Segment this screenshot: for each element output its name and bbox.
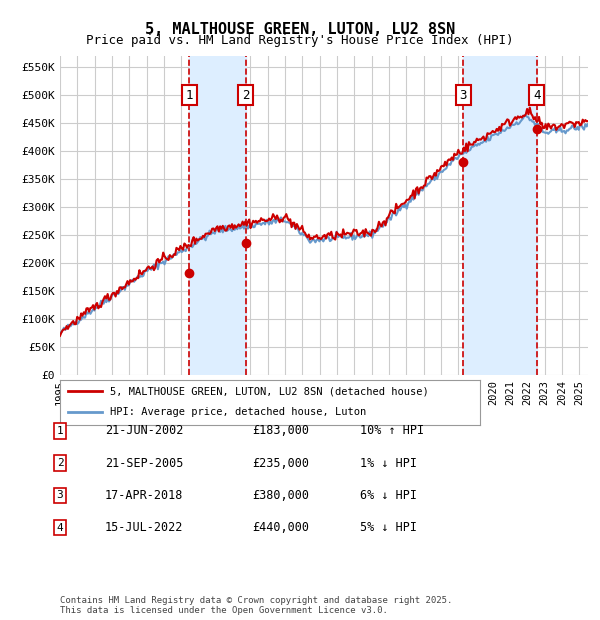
Text: 3: 3 [460,89,467,102]
Bar [190,56,245,375]
Text: 2: 2 [56,458,64,468]
Text: 2: 2 [242,89,250,102]
Text: 1: 1 [56,426,64,436]
Text: HPI: Average price, detached house, Luton: HPI: Average price, detached house, Luto… [110,407,367,417]
Text: 1% ↓ HPI: 1% ↓ HPI [360,457,417,469]
Text: 1: 1 [185,89,193,102]
Text: £380,000: £380,000 [252,489,309,502]
Text: Price paid vs. HM Land Registry's House Price Index (HPI): Price paid vs. HM Land Registry's House … [86,34,514,47]
Text: Contains HM Land Registry data © Crown copyright and database right 2025.
This d: Contains HM Land Registry data © Crown c… [60,596,452,615]
Text: 4: 4 [56,523,64,533]
Text: 6% ↓ HPI: 6% ↓ HPI [360,489,417,502]
Text: 21-JUN-2002: 21-JUN-2002 [105,425,184,437]
Text: 5% ↓ HPI: 5% ↓ HPI [360,521,417,534]
Text: 17-APR-2018: 17-APR-2018 [105,489,184,502]
Text: 5, MALTHOUSE GREEN, LUTON, LU2 8SN (detached house): 5, MALTHOUSE GREEN, LUTON, LU2 8SN (deta… [110,386,429,396]
Text: 5, MALTHOUSE GREEN, LUTON, LU2 8SN: 5, MALTHOUSE GREEN, LUTON, LU2 8SN [145,22,455,37]
Text: £440,000: £440,000 [252,521,309,534]
Text: 10% ↑ HPI: 10% ↑ HPI [360,425,424,437]
Text: 15-JUL-2022: 15-JUL-2022 [105,521,184,534]
Text: 4: 4 [533,89,541,102]
Text: 3: 3 [56,490,64,500]
Bar [463,56,537,375]
Text: 21-SEP-2005: 21-SEP-2005 [105,457,184,469]
Text: £183,000: £183,000 [252,425,309,437]
Text: £235,000: £235,000 [252,457,309,469]
